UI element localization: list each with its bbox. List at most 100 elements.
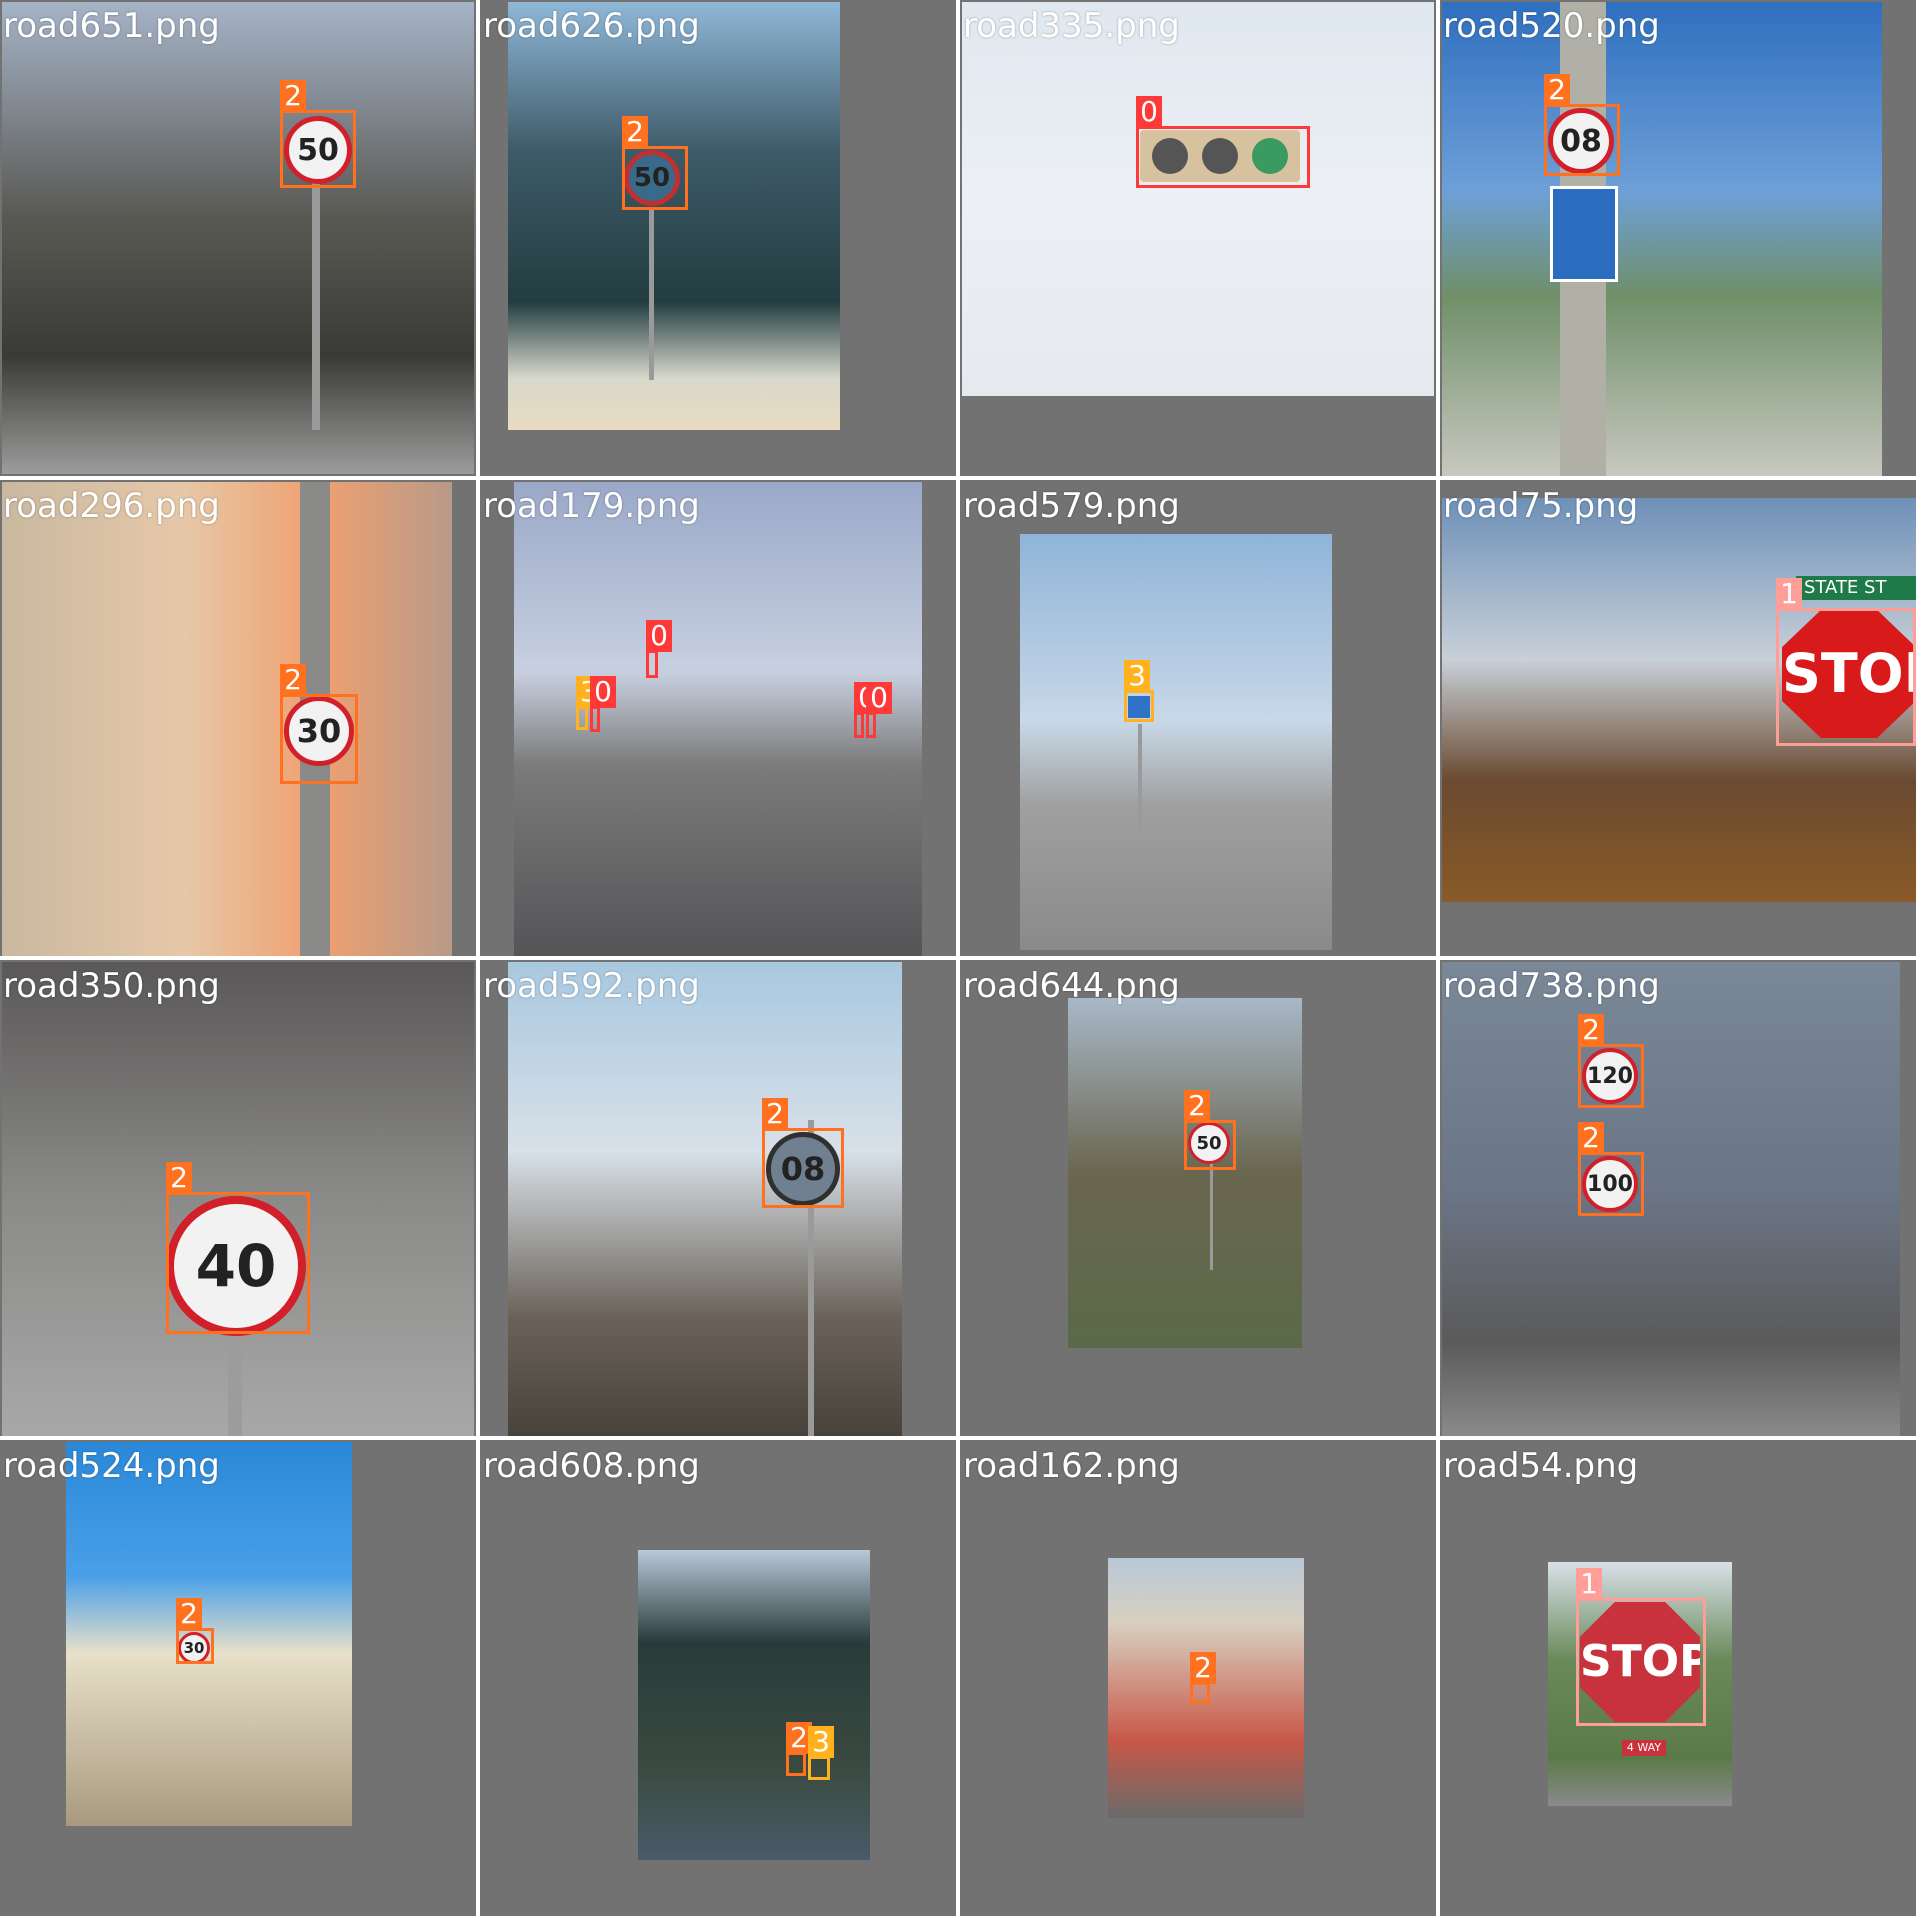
image-filename: road644.png <box>963 966 1180 1006</box>
image-filename: road162.png <box>963 1446 1180 1486</box>
speed-sign-120: 120 <box>1582 1048 1638 1104</box>
detection-box: 3 <box>576 676 602 730</box>
road-photo <box>1442 2 1882 476</box>
sign-pole <box>808 1120 814 1436</box>
detection-box: 2 <box>1190 1652 1216 1704</box>
class-label: 2 <box>280 664 306 696</box>
detection-box: 2 <box>166 1162 310 1334</box>
mosaic-cell-road579: road579.png 3 <box>960 480 1436 956</box>
mosaic-cell-road54: STOP 4 WAY road54.png 1 <box>1440 1440 1916 1916</box>
class-label: 2 <box>622 116 648 148</box>
speed-sign-100: 100 <box>1582 1156 1638 1212</box>
detection-box: 2 <box>1578 1122 1644 1216</box>
road-photo <box>638 1550 870 1860</box>
image-filename: road651.png <box>3 6 220 46</box>
class-label: 2 <box>1190 1652 1216 1684</box>
detection-box: 2 <box>1578 1014 1644 1108</box>
mosaic-cell-road644: 50 road644.png 2 <box>960 960 1436 1436</box>
speed-sign-80: 08 <box>766 1132 840 1206</box>
image-filename: road579.png <box>963 486 1180 526</box>
class-label: 2 <box>786 1722 812 1754</box>
mosaic-cell-road592: 08 road592.png 2 <box>480 960 956 1436</box>
sign-pole <box>312 180 320 430</box>
image-filename: road520.png <box>1443 6 1660 46</box>
class-label: 2 <box>762 1098 788 1130</box>
sign-pole <box>1210 1130 1213 1270</box>
detection-box: 2 <box>1184 1090 1236 1170</box>
road-photo <box>508 962 902 1436</box>
road-photo <box>2 2 474 474</box>
detection-box: 1 <box>1576 1568 1706 1726</box>
detection-box: 0 <box>866 682 892 738</box>
mosaic-cell-road651: 50 road651.png 2 <box>0 0 476 476</box>
road-photo <box>1108 1558 1304 1818</box>
mosaic-cell-road608: road608.png 2 3 <box>480 1440 956 1916</box>
street-name-sign: STATE ST <box>1796 576 1916 600</box>
four-way-sign: 4 WAY <box>1622 1740 1666 1756</box>
class-label: 0 <box>590 676 616 708</box>
class-label: 1 <box>1776 578 1802 610</box>
detection-box: 0 <box>854 682 880 738</box>
class-label: 2 <box>176 1598 202 1630</box>
speed-sign-40: 40 <box>166 1196 306 1336</box>
mosaic-cell-road162: road162.png 2 <box>960 1440 1436 1916</box>
traffic-light <box>1140 130 1300 182</box>
image-filename: road738.png <box>1443 966 1660 1006</box>
class-label: 2 <box>1184 1090 1210 1122</box>
class-label: 3 <box>1124 660 1150 692</box>
image-filename: road75.png <box>1443 486 1639 526</box>
road-photo <box>2 482 452 956</box>
speed-sign-50: 50 <box>1188 1122 1230 1164</box>
class-label: 2 <box>1578 1014 1604 1046</box>
speed-sign-50: 50 <box>284 116 352 184</box>
mosaic-cell-road335: road335.png 0 <box>960 0 1436 476</box>
road-photo <box>66 1442 352 1826</box>
detection-box: 0 <box>1136 96 1310 188</box>
class-label: 2 <box>166 1162 192 1194</box>
detection-box: 2 <box>1544 74 1620 176</box>
class-label: 2 <box>1544 74 1570 106</box>
class-label: 2 <box>1578 1122 1604 1154</box>
mosaic-cell-road524: 30 road524.png 2 <box>0 1440 476 1916</box>
mosaic-cell-road75: STATE ST STOP road75.png 1 <box>1440 480 1916 956</box>
mosaic-cell-road296: 30 road296.png 2 <box>0 480 476 956</box>
image-filename: road296.png <box>3 486 220 526</box>
image-filename: road592.png <box>483 966 700 1006</box>
detection-box: 2 <box>280 664 358 784</box>
mosaic-cell-road738: 120 100 road738.png 2 2 <box>1440 960 1916 1436</box>
bus-stop-sign <box>1550 186 1618 282</box>
sign-pole <box>1138 724 1142 834</box>
detection-box: 2 <box>176 1598 214 1664</box>
image-filename: road626.png <box>483 6 700 46</box>
mosaic-cell-road350: 40 road350.png 2 <box>0 960 476 1436</box>
mosaic-cell-road179: road179.png 0 3 0 0 0 <box>480 480 956 956</box>
road-photo <box>962 2 1434 396</box>
image-filename: road54.png <box>1443 1446 1639 1486</box>
speed-sign-50: 50 <box>624 150 680 206</box>
road-photo <box>1442 962 1900 1436</box>
detection-box: 2 <box>622 116 688 210</box>
detection-box: 0 <box>646 620 672 678</box>
detection-box: 1 <box>1776 578 1916 746</box>
detection-box: 0 <box>590 676 616 732</box>
image-filename: road350.png <box>3 966 220 1006</box>
stop-sign: STOP <box>1580 1602 1700 1722</box>
image-filename: road524.png <box>3 1446 220 1486</box>
class-label: 0 <box>1136 96 1162 128</box>
crosswalk-sign <box>1128 696 1150 718</box>
road-photo <box>1020 534 1332 950</box>
class-label: 0 <box>646 620 672 652</box>
sign-pole <box>649 210 654 380</box>
road-photo <box>508 2 840 430</box>
image-filename: road608.png <box>483 1446 700 1486</box>
image-filename: road335.png <box>963 6 1180 46</box>
class-label: 2 <box>280 80 306 112</box>
speed-sign-80: 08 <box>1548 108 1614 174</box>
road-photo <box>1068 998 1302 1348</box>
class-label: 0 <box>866 682 892 714</box>
speed-sign-30: 30 <box>284 696 354 766</box>
speed-sign-30: 30 <box>178 1632 210 1664</box>
image-filename: road179.png <box>483 486 700 526</box>
detection-box: 3 <box>1124 660 1154 722</box>
